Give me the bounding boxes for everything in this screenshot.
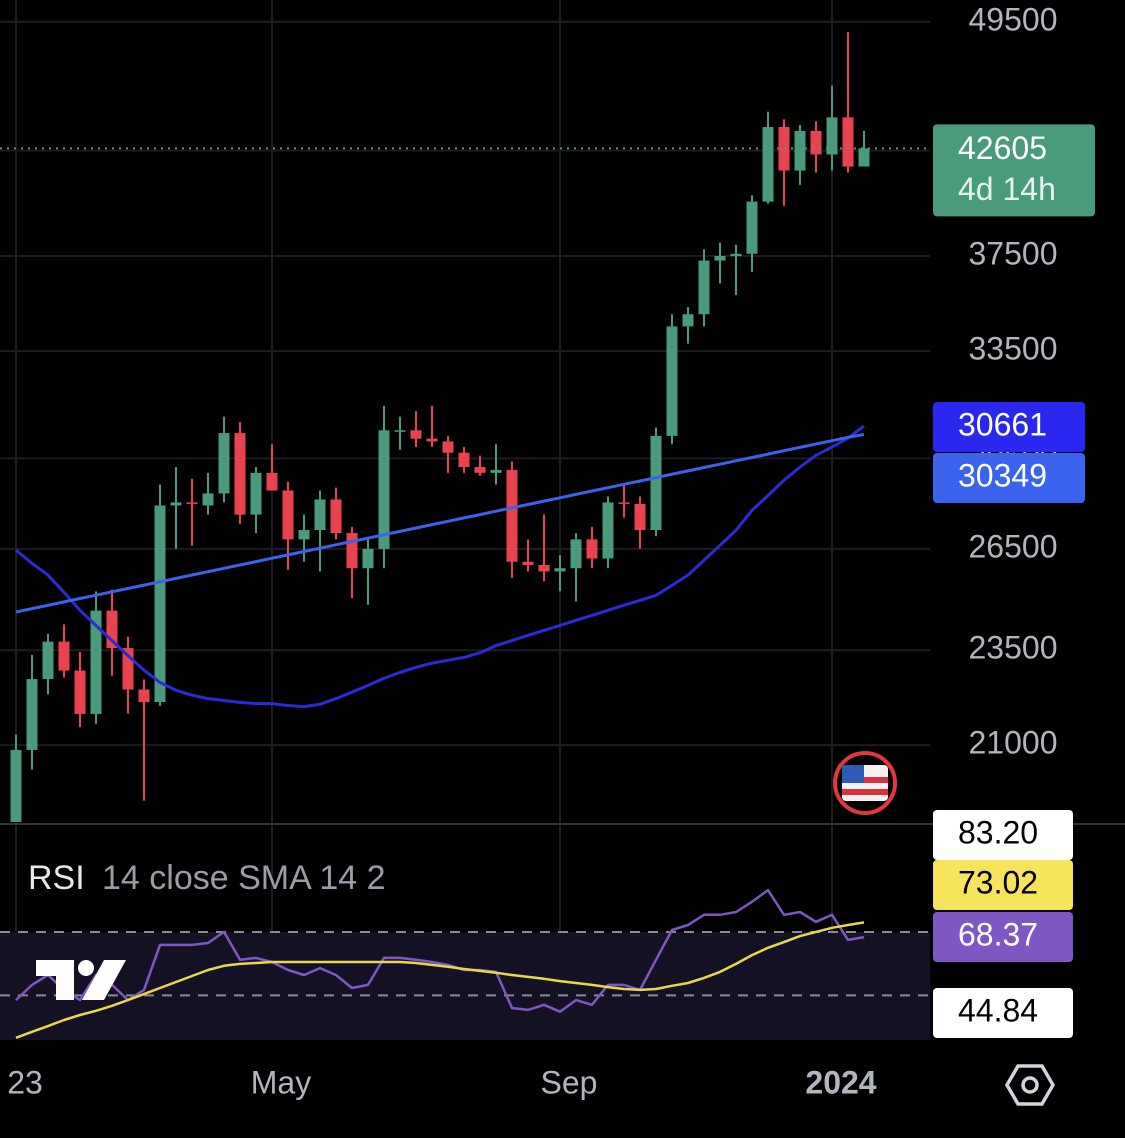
candle-body xyxy=(362,548,374,569)
candle-body xyxy=(426,438,438,442)
candle-body xyxy=(266,472,278,491)
candle-body xyxy=(618,502,630,504)
badges: 42605 4d 14h 30661 30349 83.20 73.02 68.37 44.8… xyxy=(933,124,1095,1038)
candle-body xyxy=(458,452,470,468)
candle-body xyxy=(810,130,822,155)
candle-body xyxy=(682,314,694,327)
candle-body xyxy=(10,749,22,822)
candle-body xyxy=(186,502,198,504)
candle-body xyxy=(346,533,358,569)
candle-body xyxy=(554,568,566,572)
candle-body xyxy=(234,433,246,515)
candle-body xyxy=(746,201,758,254)
candle-body xyxy=(698,260,710,315)
y-tick-label: 26500 xyxy=(969,528,1058,564)
candle-body xyxy=(330,499,342,534)
y-tick-label: 33500 xyxy=(969,331,1058,367)
countdown-label: 4d 14h xyxy=(958,171,1056,207)
candle-body xyxy=(74,670,86,714)
x-tick-label: 23 xyxy=(7,1064,43,1100)
candle-body xyxy=(650,435,662,531)
value-badge xyxy=(933,453,1085,503)
candle-body xyxy=(250,472,262,515)
line xyxy=(15,424,865,709)
candle-body xyxy=(314,499,326,531)
price-pane xyxy=(0,32,930,822)
y-tick-label: 23500 xyxy=(969,630,1058,666)
rsi-params: 14 close SMA 14 2 xyxy=(102,859,386,897)
candle-body xyxy=(154,505,166,703)
price-badge-label: 42605 xyxy=(958,130,1047,166)
candle-body xyxy=(202,493,214,506)
flag-icon[interactable] xyxy=(833,751,897,815)
settings-icon[interactable] xyxy=(1004,1064,1056,1106)
value-badge xyxy=(933,402,1085,452)
candle-body xyxy=(410,430,422,439)
line xyxy=(15,888,865,1013)
value-badge-label: 83.20 xyxy=(958,814,1038,850)
candle-body xyxy=(762,126,774,202)
candle-body xyxy=(714,256,726,261)
grid xyxy=(0,0,930,1040)
candle-body xyxy=(282,490,294,540)
candle-body xyxy=(538,564,550,572)
candle-body xyxy=(506,469,518,562)
candle-body xyxy=(90,610,102,714)
candle-body xyxy=(842,117,854,167)
candle-body xyxy=(218,433,230,494)
candle-body xyxy=(570,539,582,569)
logo xyxy=(36,960,126,1000)
value-badge-label: 30349 xyxy=(958,457,1047,493)
rsi-pane xyxy=(15,888,865,1039)
line xyxy=(15,921,865,1039)
value-badge-label: 44.84 xyxy=(958,992,1038,1028)
candle-body xyxy=(634,503,646,531)
candle-body xyxy=(826,117,838,155)
line xyxy=(15,433,865,614)
candle-body xyxy=(666,326,678,436)
rsi-background xyxy=(0,930,930,1040)
y-tick-label: 49500 xyxy=(969,1,1058,37)
candle-body xyxy=(138,689,150,703)
candle-body xyxy=(730,253,742,257)
value-badge-label: 73.02 xyxy=(958,864,1038,900)
candle-body xyxy=(26,679,38,750)
candle-body xyxy=(378,430,390,549)
value-badge xyxy=(933,860,1073,910)
candle-body xyxy=(42,641,54,680)
value-badge xyxy=(933,810,1073,860)
candle-body xyxy=(602,502,614,559)
y-tick-label: 37500 xyxy=(969,235,1058,271)
y-tick-label: 21000 xyxy=(969,725,1058,761)
candle-body xyxy=(298,530,310,540)
candle-body xyxy=(58,641,70,671)
x-tick-label: 2024 xyxy=(805,1064,876,1100)
candle-body xyxy=(794,130,806,171)
rsi-title: RSI xyxy=(28,859,85,897)
value-badge-label: 68.37 xyxy=(958,916,1038,952)
x-tick-label: May xyxy=(251,1064,311,1100)
value-badge xyxy=(933,988,1073,1038)
rsi-band-fill xyxy=(0,931,930,1040)
candle-body xyxy=(394,430,406,432)
candle-body xyxy=(106,610,118,649)
candle-body xyxy=(586,539,598,559)
candle-body xyxy=(522,561,534,565)
candle-body xyxy=(122,648,134,690)
value-badge-label: 30661 xyxy=(958,406,1047,442)
candle-body xyxy=(858,148,870,167)
value-badge xyxy=(933,912,1073,962)
candle-body xyxy=(170,502,182,506)
x-tick-label: Sep xyxy=(541,1064,598,1100)
candle-body xyxy=(442,441,454,453)
candle-body xyxy=(490,469,502,473)
candle-body xyxy=(474,467,486,473)
price-badge xyxy=(933,124,1095,217)
